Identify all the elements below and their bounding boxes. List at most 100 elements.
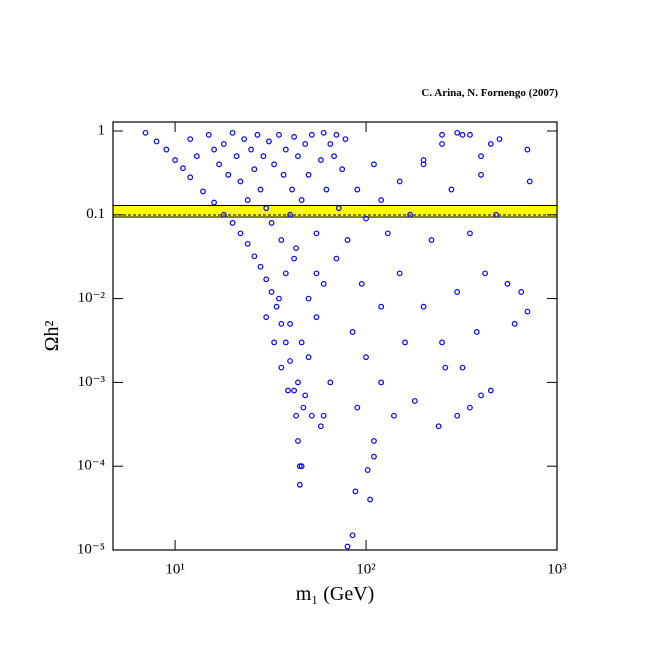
x-axis-label: m₁ (GeV) bbox=[296, 583, 375, 605]
point bbox=[302, 141, 309, 147]
point bbox=[367, 496, 373, 503]
point bbox=[271, 161, 278, 168]
point bbox=[478, 392, 484, 399]
point bbox=[363, 215, 369, 222]
point bbox=[205, 131, 212, 138]
point bbox=[273, 303, 280, 310]
point bbox=[467, 230, 473, 237]
point bbox=[237, 178, 244, 185]
y-tick-label: 1 bbox=[98, 122, 106, 138]
point bbox=[378, 303, 385, 310]
point bbox=[402, 339, 408, 346]
point bbox=[371, 438, 377, 444]
point bbox=[172, 157, 178, 163]
point bbox=[364, 467, 371, 473]
point bbox=[282, 146, 289, 153]
point bbox=[454, 289, 461, 295]
point bbox=[323, 186, 330, 193]
point bbox=[287, 358, 293, 364]
point bbox=[276, 295, 282, 302]
point bbox=[317, 423, 324, 430]
point bbox=[257, 263, 264, 270]
point bbox=[282, 270, 289, 277]
point bbox=[333, 255, 340, 262]
point bbox=[342, 136, 349, 143]
point bbox=[216, 161, 222, 168]
point bbox=[511, 320, 518, 327]
point bbox=[396, 270, 403, 277]
point bbox=[251, 253, 258, 260]
point bbox=[391, 412, 397, 419]
point bbox=[244, 197, 251, 203]
point bbox=[298, 339, 305, 346]
x-tick-label: 10³ bbox=[547, 561, 567, 577]
point bbox=[478, 171, 484, 178]
point bbox=[313, 270, 320, 277]
point bbox=[291, 255, 298, 262]
point bbox=[439, 141, 445, 147]
point bbox=[371, 453, 377, 460]
point bbox=[327, 379, 334, 386]
point bbox=[454, 412, 461, 419]
point bbox=[349, 329, 356, 335]
point bbox=[308, 412, 315, 419]
point bbox=[358, 280, 365, 287]
point bbox=[363, 354, 369, 361]
point bbox=[268, 220, 275, 226]
plot-frame bbox=[112, 121, 558, 551]
point bbox=[467, 131, 473, 138]
point bbox=[200, 188, 206, 195]
point bbox=[420, 161, 427, 168]
y-tick-label: 10⁻³ bbox=[78, 374, 106, 390]
point bbox=[237, 230, 244, 237]
point bbox=[478, 153, 484, 160]
y-tick-label: 0.1 bbox=[86, 206, 105, 222]
point bbox=[211, 146, 217, 153]
point bbox=[344, 543, 351, 550]
point bbox=[187, 136, 194, 143]
point bbox=[504, 280, 511, 287]
point bbox=[220, 211, 227, 218]
point bbox=[296, 481, 303, 488]
point bbox=[339, 166, 346, 173]
point bbox=[211, 199, 217, 206]
point bbox=[411, 398, 418, 404]
point bbox=[229, 129, 236, 136]
point bbox=[225, 171, 232, 178]
point bbox=[276, 131, 282, 138]
point bbox=[295, 153, 301, 160]
point bbox=[291, 133, 298, 140]
point bbox=[305, 295, 312, 302]
point bbox=[193, 153, 200, 160]
point bbox=[420, 303, 427, 310]
point bbox=[313, 314, 320, 321]
point bbox=[320, 129, 327, 136]
y-tick-label: 10⁻⁴ bbox=[77, 458, 105, 474]
point bbox=[300, 404, 307, 411]
point bbox=[524, 308, 531, 315]
point bbox=[454, 129, 461, 136]
point bbox=[263, 314, 270, 321]
point bbox=[302, 392, 309, 399]
point bbox=[244, 240, 251, 247]
point bbox=[442, 364, 449, 371]
point bbox=[293, 412, 299, 419]
point bbox=[518, 289, 525, 295]
y-tick-label: 10⁻⁵ bbox=[77, 541, 105, 557]
point bbox=[142, 129, 149, 136]
point bbox=[487, 141, 494, 147]
point bbox=[285, 387, 291, 394]
point bbox=[293, 245, 299, 252]
point bbox=[459, 364, 466, 371]
point bbox=[396, 178, 403, 185]
point bbox=[229, 220, 236, 226]
point bbox=[378, 379, 385, 386]
point bbox=[439, 131, 445, 138]
point bbox=[524, 146, 531, 153]
point bbox=[298, 197, 305, 203]
point bbox=[320, 412, 327, 419]
point bbox=[278, 364, 285, 371]
point bbox=[263, 276, 270, 283]
x-tick-label: 10² bbox=[356, 561, 376, 577]
